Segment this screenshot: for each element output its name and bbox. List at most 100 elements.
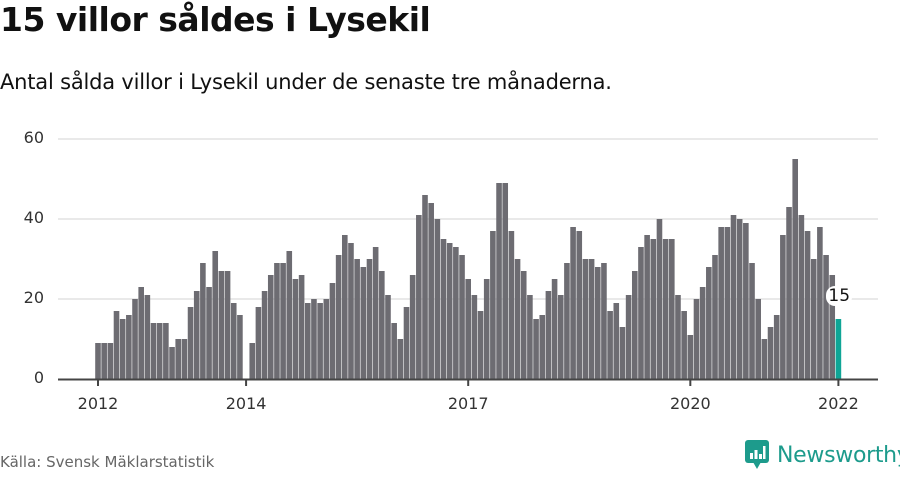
bar: [200, 263, 206, 379]
bar: [348, 243, 354, 379]
bar: [767, 327, 774, 379]
brand-name: Newsworthy: [777, 442, 900, 468]
last-value-label: 15: [826, 286, 853, 306]
bar: [508, 231, 515, 379]
bar: [119, 319, 126, 379]
bar: [292, 279, 299, 379]
x-tick-label: 2012: [77, 394, 119, 413]
bar: [477, 311, 484, 379]
bar: [699, 287, 706, 379]
bar: [274, 263, 280, 379]
bar: [817, 227, 823, 379]
bar: [804, 231, 811, 379]
bar: [323, 299, 330, 379]
bar-chart-speech-bubble-icon: [745, 440, 769, 469]
bar: [730, 215, 737, 379]
bar: [298, 275, 305, 379]
bar: [150, 323, 157, 379]
x-tick-label: 2017: [447, 394, 489, 413]
bar: [342, 235, 348, 379]
bar: [366, 259, 373, 379]
bar: [193, 291, 200, 379]
bar: [761, 339, 768, 379]
bar: [601, 263, 607, 379]
bar: [107, 343, 114, 379]
bar: [483, 279, 490, 379]
bar: [391, 323, 397, 379]
bar: [126, 315, 132, 379]
bar: [255, 307, 262, 379]
bar: [607, 311, 613, 379]
bar: [638, 247, 644, 379]
bar: [564, 263, 570, 379]
bar: [304, 303, 311, 379]
bar: [230, 303, 237, 379]
bar: [823, 255, 829, 379]
bar: [502, 183, 509, 379]
bar: [582, 259, 589, 379]
y-tick-label: 20: [23, 288, 44, 307]
bar: [551, 279, 558, 379]
bar: [687, 335, 694, 379]
bar: [385, 295, 391, 379]
bar: [379, 271, 385, 379]
bar: [496, 183, 502, 379]
y-tick-label: 40: [23, 208, 44, 227]
bar: [144, 295, 151, 379]
bar: [224, 271, 231, 379]
bar: [187, 307, 194, 379]
bar: [718, 227, 724, 379]
bar: [570, 227, 576, 379]
bar: [416, 215, 422, 379]
bar: [792, 159, 799, 379]
bar: [440, 239, 447, 379]
bar: [212, 251, 219, 379]
bar: [101, 343, 107, 379]
bar: [773, 315, 780, 379]
bar: [471, 295, 478, 379]
bar: [613, 303, 620, 379]
bar: [428, 203, 434, 379]
y-tick-label: 0: [33, 368, 44, 387]
bar: [397, 339, 404, 379]
bar: [360, 267, 367, 379]
bar: [576, 231, 583, 379]
bar: [619, 327, 626, 379]
bar: [261, 291, 268, 379]
bar: [644, 235, 650, 379]
bar: [317, 303, 323, 379]
bar: [798, 215, 805, 379]
bar: [625, 295, 632, 379]
bar: [434, 219, 441, 379]
bar: [132, 299, 138, 379]
bar: [335, 255, 342, 379]
bar: [743, 223, 749, 379]
bar: [631, 271, 638, 379]
bar: [175, 339, 182, 379]
bar: [533, 319, 539, 379]
x-tick-label: 2014: [225, 394, 267, 413]
bar: [755, 299, 761, 379]
bar: [329, 283, 336, 379]
bar: [169, 347, 175, 379]
bar: [588, 259, 595, 379]
bar: [422, 195, 428, 379]
bar: [237, 315, 243, 379]
bar: [662, 239, 669, 379]
bar: [656, 219, 663, 379]
bar: [557, 295, 564, 379]
bar: [286, 251, 293, 379]
x-tick-label: 2022: [818, 394, 859, 413]
bar: [453, 247, 459, 379]
bar: [675, 295, 681, 379]
bar: [354, 259, 360, 379]
newsworthy-logo: Newsworthy: [745, 440, 900, 470]
bar: [403, 307, 410, 379]
bar: [786, 207, 792, 379]
bar: [311, 299, 317, 379]
bar: [780, 235, 786, 379]
bar: [156, 323, 163, 379]
bar: [267, 275, 274, 379]
